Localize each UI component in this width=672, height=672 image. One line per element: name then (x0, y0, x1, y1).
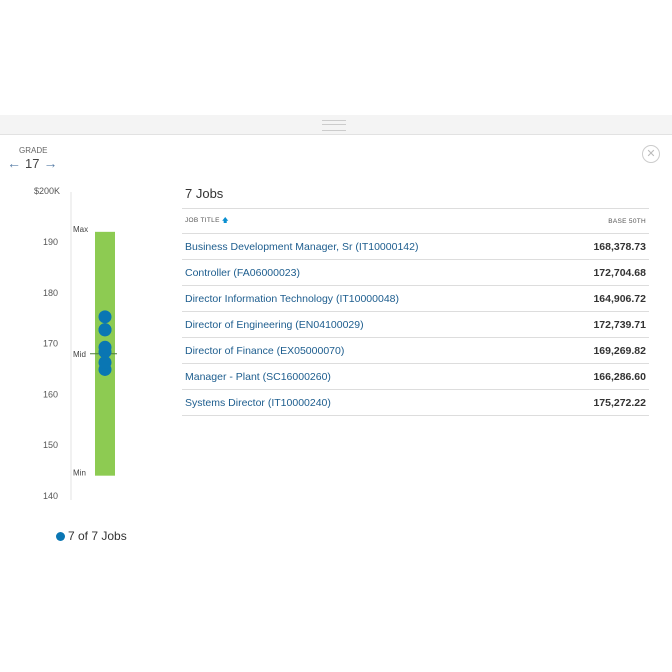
base-50th-value: 172,704.68 (557, 259, 649, 286)
job-title-link[interactable]: Systems Director (IT10000240) (182, 389, 558, 416)
grade-value: 17 (25, 155, 40, 171)
sort-asc-icon[interactable]: 🡅 (221, 216, 229, 224)
job-title-link[interactable]: Director of Engineering (EN04100029) (182, 311, 558, 338)
y-tick-label: 150 (43, 440, 58, 450)
jobs-title: 7 Jobs (185, 186, 224, 201)
y-tick-label: 160 (43, 389, 58, 399)
base-50th-value: 166,286.60 (557, 363, 649, 390)
close-circle-icon[interactable]: ✕ (642, 145, 660, 163)
jobs-table: JOB TITLE 🡅 BASE 50TH Business Developme… (182, 208, 649, 416)
table-row[interactable]: Director of Finance (EX05000070) 169,269.… (182, 337, 649, 364)
table-row[interactable]: Director Information Technology (IT10000… (182, 285, 649, 312)
legend-text: 7 of 7 Jobs (68, 529, 127, 543)
job-title-link[interactable]: Manager - Plant (SC16000260) (182, 363, 558, 390)
base-50th-value: 169,269.82 (557, 337, 649, 364)
base-50th-value: 172,739.71 (557, 311, 649, 338)
job-point (98, 340, 112, 354)
grade-label: GRADE (19, 146, 48, 155)
job-title-link[interactable]: Controller (FA06000023) (182, 259, 558, 286)
grade-navigator: ← 17 → (7, 155, 57, 171)
y-tick-label: 170 (43, 339, 58, 349)
legend: 7 of 7 Jobs (56, 529, 127, 543)
column-header-job-title[interactable]: JOB TITLE 🡅 (185, 216, 229, 224)
range-label-max: Max (73, 225, 88, 234)
range-label-mid: Mid (73, 350, 86, 359)
job-title-link[interactable]: Director of Finance (EX05000070) (182, 337, 558, 364)
range-chart: $200K 190 180 170 160 150 140 Max Mid Min (34, 186, 117, 501)
table-row[interactable]: Controller (FA06000023) 172,704.68 (182, 259, 649, 286)
arrow-left-icon[interactable]: ← (7, 155, 21, 171)
table-row[interactable]: Director of Engineering (EN04100029) 172,… (182, 311, 649, 338)
y-tick-label: 140 (43, 491, 58, 501)
column-header-base-50th[interactable]: BASE 50TH (608, 217, 646, 225)
job-title-link[interactable]: Business Development Manager, Sr (IT1000… (182, 233, 558, 260)
base-50th-value: 175,272.22 (557, 389, 649, 416)
table-row[interactable]: Business Development Manager, Sr (IT1000… (182, 233, 649, 260)
table-row[interactable]: Systems Director (IT10000240) 175,272.22 (182, 389, 649, 416)
job-point (98, 310, 112, 324)
range-label-min: Min (73, 469, 86, 478)
arrow-right-icon[interactable]: → (43, 155, 58, 171)
base-50th-value: 164,906.72 (557, 285, 649, 312)
base-50th-value: 168,378.73 (557, 233, 649, 260)
drag-grip-icon[interactable] (322, 120, 346, 131)
resize-handle-bar[interactable] (0, 115, 672, 135)
job-title-link[interactable]: Director Information Technology (IT10000… (182, 285, 558, 312)
table-row[interactable]: Manager - Plant (SC16000260) 166,286.60 (182, 363, 649, 390)
y-tick-label: 180 (43, 288, 58, 298)
legend-dot-icon (56, 531, 65, 541)
job-point (98, 355, 112, 369)
job-point (98, 323, 112, 337)
y-tick-label: 190 (43, 237, 58, 247)
y-tick-label: $200K (34, 186, 60, 196)
